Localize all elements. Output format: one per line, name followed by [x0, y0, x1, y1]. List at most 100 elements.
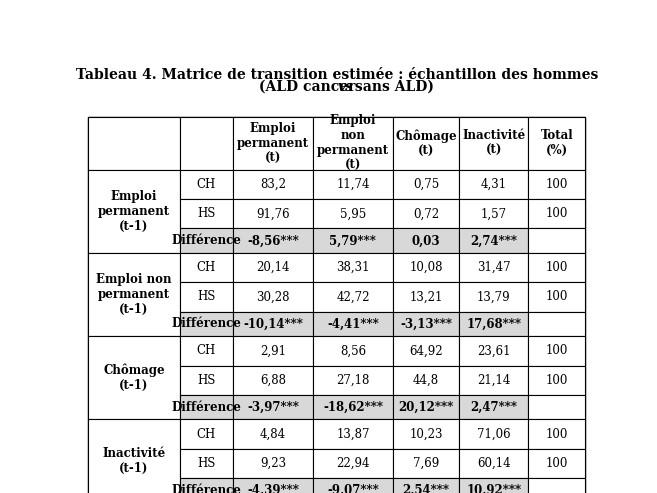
Bar — [393, 336, 459, 365]
Bar — [528, 253, 585, 282]
Text: 8,56: 8,56 — [340, 345, 366, 357]
Text: 91,76: 91,76 — [256, 208, 290, 220]
Text: 13,21: 13,21 — [409, 290, 443, 304]
Text: Emploi non
permanent
(t-1): Emploi non permanent (t-1) — [96, 273, 171, 316]
Bar — [528, 228, 585, 253]
Bar — [233, 117, 313, 170]
Text: CH: CH — [196, 427, 216, 441]
Bar — [233, 395, 313, 420]
Bar — [180, 253, 233, 282]
Text: 22,94: 22,94 — [336, 457, 370, 470]
Bar — [180, 312, 233, 336]
Bar — [233, 170, 313, 199]
Bar — [393, 365, 459, 395]
Bar — [313, 199, 393, 228]
Bar — [393, 282, 459, 312]
Bar — [528, 312, 585, 336]
Bar — [233, 199, 313, 228]
Bar — [180, 478, 233, 493]
Text: 0,72: 0,72 — [413, 208, 439, 220]
Text: 23,61: 23,61 — [477, 345, 510, 357]
Text: 100: 100 — [545, 457, 568, 470]
Text: -3,97***: -3,97*** — [247, 401, 299, 414]
Text: 5,79***: 5,79*** — [330, 234, 376, 247]
Bar — [459, 170, 528, 199]
Bar — [180, 395, 233, 420]
Bar — [528, 282, 585, 312]
Bar — [393, 449, 459, 478]
Text: Total
(%): Total (%) — [541, 130, 573, 157]
Bar — [313, 420, 393, 449]
Bar — [459, 395, 528, 420]
Text: 1,57: 1,57 — [481, 208, 507, 220]
Text: -8,56***: -8,56*** — [247, 234, 299, 247]
Text: 4,31: 4,31 — [481, 178, 507, 191]
Bar — [233, 365, 313, 395]
Bar — [233, 336, 313, 365]
Bar — [313, 365, 393, 395]
Bar — [180, 117, 233, 170]
Text: HS: HS — [197, 374, 215, 387]
Bar — [180, 420, 233, 449]
Bar — [88, 336, 180, 420]
Bar — [393, 478, 459, 493]
Bar — [528, 365, 585, 395]
Text: 100: 100 — [545, 427, 568, 441]
Bar — [528, 449, 585, 478]
Text: 38,31: 38,31 — [336, 261, 370, 274]
Text: -18,62***: -18,62*** — [323, 401, 383, 414]
Bar — [528, 478, 585, 493]
Bar — [233, 312, 313, 336]
Bar — [528, 420, 585, 449]
Text: 2,74***: 2,74*** — [470, 234, 517, 247]
Bar — [313, 312, 393, 336]
Text: 27,18: 27,18 — [336, 374, 370, 387]
Bar — [313, 449, 393, 478]
Text: Emploi
non
permanent
(t): Emploi non permanent (t) — [317, 114, 389, 173]
Bar — [459, 312, 528, 336]
Bar — [393, 170, 459, 199]
Bar — [393, 420, 459, 449]
Text: 100: 100 — [545, 290, 568, 304]
Bar — [393, 312, 459, 336]
Text: -10,14***: -10,14*** — [243, 317, 303, 330]
Text: 64,92: 64,92 — [409, 345, 443, 357]
Bar — [393, 395, 459, 420]
Bar — [233, 253, 313, 282]
Text: 100: 100 — [545, 345, 568, 357]
Bar — [180, 282, 233, 312]
Text: 42,72: 42,72 — [336, 290, 370, 304]
Text: CH: CH — [196, 345, 216, 357]
Text: 30,28: 30,28 — [256, 290, 290, 304]
Text: (ALD cancer vs sans ALD): (ALD cancer vs sans ALD) — [236, 80, 438, 94]
Text: 9,23: 9,23 — [260, 457, 286, 470]
Text: sans ALD): sans ALD) — [350, 80, 434, 94]
Bar — [313, 170, 393, 199]
Bar — [528, 395, 585, 420]
Bar — [528, 117, 585, 170]
Text: Chômage
(t): Chômage (t) — [395, 129, 457, 158]
Text: 0,03: 0,03 — [411, 234, 440, 247]
Text: 20,14: 20,14 — [256, 261, 290, 274]
Bar — [313, 228, 393, 253]
Bar — [459, 365, 528, 395]
Bar — [393, 199, 459, 228]
Text: Différence: Différence — [171, 317, 241, 330]
Text: 44,8: 44,8 — [413, 374, 439, 387]
Bar — [233, 420, 313, 449]
Bar — [459, 449, 528, 478]
Text: 100: 100 — [545, 208, 568, 220]
Bar — [180, 365, 233, 395]
Bar — [459, 336, 528, 365]
Bar — [313, 336, 393, 365]
Text: 100: 100 — [545, 178, 568, 191]
Bar — [313, 117, 393, 170]
Text: -9,07***: -9,07*** — [327, 484, 379, 493]
Text: CH: CH — [196, 178, 216, 191]
Text: 6,88: 6,88 — [260, 374, 286, 387]
Bar — [88, 170, 180, 253]
Text: Différence: Différence — [171, 234, 241, 247]
Text: 11,74: 11,74 — [336, 178, 370, 191]
Text: -4,41***: -4,41*** — [327, 317, 379, 330]
Bar — [180, 199, 233, 228]
